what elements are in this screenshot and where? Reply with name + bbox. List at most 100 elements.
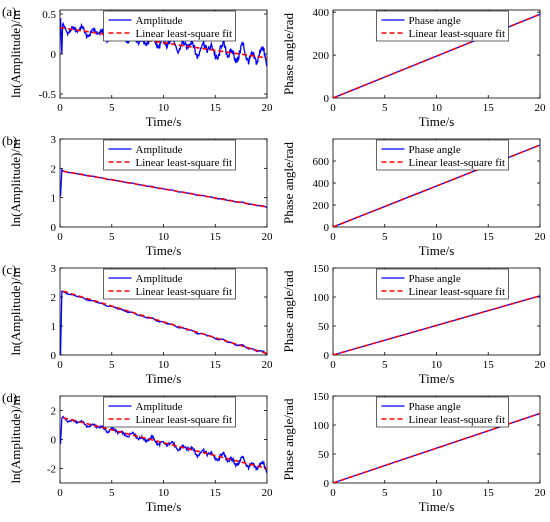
x-tick-label: 10 (431, 102, 443, 114)
legend-box (103, 268, 236, 300)
x-axis-label: Time/s (419, 499, 455, 514)
legend-label: Linear least-square fit (136, 28, 233, 40)
subplot: 0 5 10 15 20 0 50 100 150 Time/s Phase angle/rad Ph… (281, 391, 546, 514)
legend-box (376, 10, 509, 42)
fit-line (60, 26, 267, 59)
x-tick-label: 15 (210, 102, 222, 114)
x-tick-label: 0 (57, 231, 63, 243)
legend-label: Phase angle (409, 273, 461, 285)
panel-label: (d) (2, 390, 17, 405)
fit-line (62, 170, 267, 208)
y-axis-label: Phase angle/rad (281, 398, 296, 480)
x-tick-label: 15 (210, 359, 222, 371)
y-tick-label: 2 (51, 163, 57, 175)
legend-box (103, 139, 236, 171)
x-tick-label: 10 (158, 231, 170, 243)
plot-area (333, 295, 540, 355)
legend-label: Phase angle (409, 144, 461, 156)
x-tick-label: 0 (57, 359, 63, 371)
subplot: 0 5 10 15 20 0 1 2 3 Time/s ln(Amplitude)/m(c) Ampl… (2, 262, 273, 386)
y-tick-label: 200 (313, 50, 330, 62)
legend-box (376, 139, 509, 171)
x-axis-label: Time/s (146, 499, 182, 514)
legend-label: Linear least-square fit (409, 286, 506, 298)
x-tick-label: 15 (483, 359, 495, 371)
x-tick-label: 0 (330, 102, 336, 114)
y-tick-label: 0 (51, 435, 57, 447)
x-tick-label: 5 (109, 359, 115, 371)
legend-label: Phase angle (409, 401, 461, 413)
y-tick-label: 0 (324, 222, 330, 234)
y-tick-label: 0 (324, 93, 330, 105)
x-tick-label: 0 (57, 487, 63, 499)
panel-label: (c) (2, 262, 16, 277)
legend-box (103, 396, 236, 428)
fit-line (62, 416, 267, 470)
x-axis-label: Time/s (146, 371, 182, 386)
y-tick-label: -0.5 (39, 89, 57, 101)
x-tick-label: 10 (431, 359, 443, 371)
y-tick-label: 50 (318, 321, 330, 333)
legend-label: Linear least-square fit (409, 414, 506, 426)
x-axis-label: Time/s (419, 114, 455, 129)
x-tick-label: 15 (483, 487, 495, 499)
x-tick-label: 20 (262, 102, 274, 114)
y-tick-label: 2 (51, 406, 57, 418)
x-tick-label: 20 (535, 102, 547, 114)
x-tick-label: 15 (483, 231, 495, 243)
x-tick-label: 5 (109, 231, 115, 243)
y-tick-label: 0 (51, 49, 57, 61)
x-tick-label: 15 (210, 487, 222, 499)
fit-line (62, 290, 267, 355)
x-tick-label: 0 (330, 231, 336, 243)
x-tick-label: 10 (431, 231, 443, 243)
x-axis-label: Time/s (146, 243, 182, 258)
y-tick-label: 150 (313, 263, 330, 275)
fit-line (333, 412, 540, 483)
legend-label: Phase angle (409, 15, 461, 27)
y-tick-label: 0 (324, 350, 330, 362)
legend-box (103, 10, 236, 42)
subplot: 0 5 10 15 20-0.500.5Time/sln(Amplitude)/m(a)… (2, 4, 273, 129)
x-tick-label: 5 (382, 359, 388, 371)
y-axis-label: Phase angle/rad (281, 13, 296, 95)
x-tick-label: 10 (158, 359, 170, 371)
x-tick-label: 20 (262, 487, 274, 499)
y-tick-label: 2 (51, 292, 57, 304)
y-axis-label: ln(Amplitude)/m (8, 10, 23, 98)
x-tick-label: 20 (262, 231, 274, 243)
legend-label: Amplitude (136, 401, 183, 413)
plot-area (60, 415, 267, 473)
y-tick-label: 100 (313, 292, 330, 304)
x-axis-label: Time/s (419, 371, 455, 386)
y-tick-label: 1 (51, 321, 57, 333)
y-tick-label: 0.5 (42, 9, 56, 21)
x-tick-label: 5 (382, 231, 388, 243)
x-tick-label: 20 (535, 231, 547, 243)
y-tick-label: 0 (51, 222, 57, 234)
panel-label: (b) (2, 133, 17, 148)
y-tick-label: 3 (51, 263, 57, 275)
x-tick-label: 15 (483, 102, 495, 114)
x-tick-label: 0 (330, 359, 336, 371)
x-tick-label: 20 (535, 359, 547, 371)
x-tick-label: 10 (158, 487, 170, 499)
legend-label: Linear least-square fit (409, 28, 506, 40)
y-tick-label: 100 (313, 420, 330, 432)
x-tick-label: 5 (109, 487, 115, 499)
subplot: 0 5 10 15 20-202Time/sln(Amplitude)/m(d)Ampl… (2, 390, 273, 514)
fit-line (333, 295, 540, 355)
x-tick-label: 5 (109, 102, 115, 114)
panel-label: (a) (2, 4, 16, 19)
x-tick-label: 0 (57, 102, 63, 114)
y-tick-label: 200 (313, 200, 330, 212)
subplot: 0 5 10 15 20 0 1 2 3 Time/s ln(Amplitude)/m(b) Ampl… (2, 133, 273, 258)
